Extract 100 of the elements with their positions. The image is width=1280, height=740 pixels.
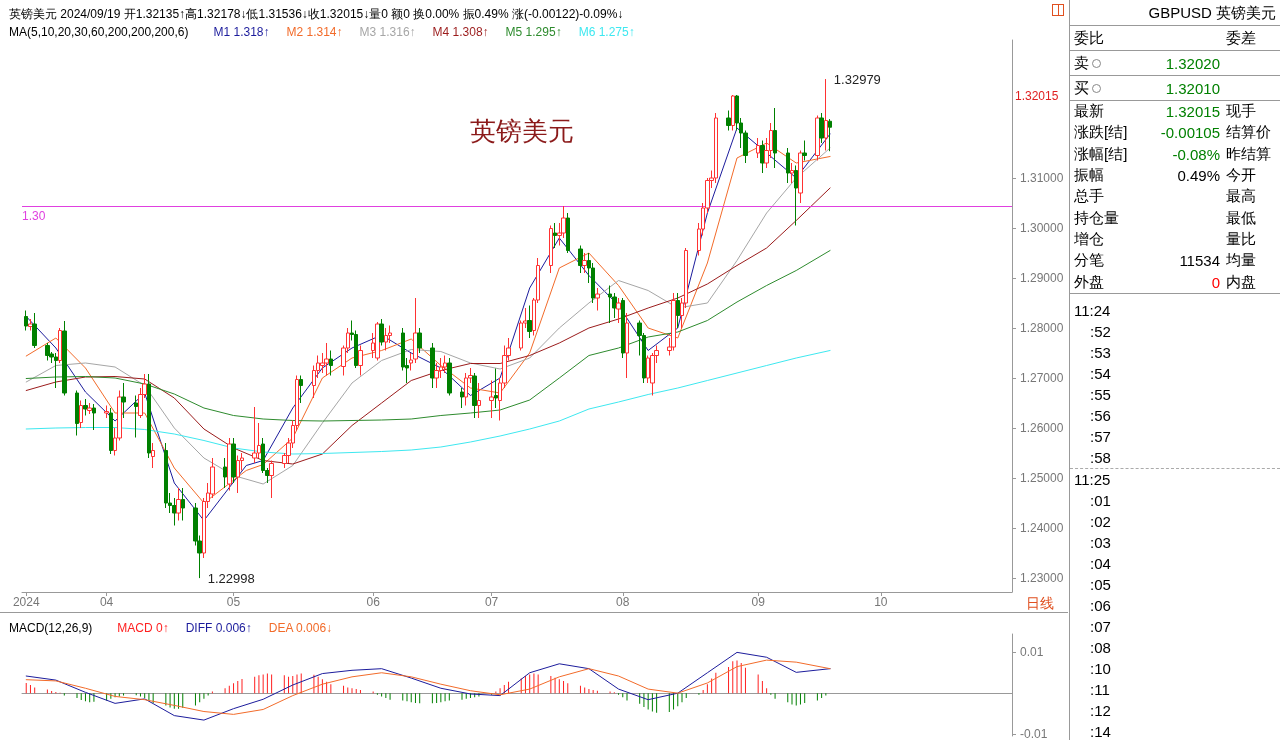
text: 11:25 (1070, 467, 1280, 490)
candlestick (819, 112, 824, 144)
candlestick (62, 320, 67, 396)
annotation: 1.22998 (207, 570, 255, 586)
candlestick (147, 373, 151, 459)
category-label: 委差 (1226, 28, 1256, 46)
candlestick (236, 455, 240, 494)
text: :52 (1089, 321, 1112, 342)
candlestick (28, 318, 33, 331)
candlestick (430, 342, 435, 389)
line-series (25, 651, 831, 721)
x-tick-label: 05 (226, 595, 241, 609)
category-label: 最高 (1226, 187, 1256, 205)
text: :10 (1089, 658, 1112, 679)
category-label: 振幅 (1073, 166, 1105, 186)
text: M2 1.314↑ (286, 25, 343, 39)
category-label: 最新 (1073, 102, 1105, 122)
text: :01 (1089, 490, 1112, 511)
candlestick (443, 355, 447, 374)
text: 1.32010 (1165, 79, 1220, 97)
category-label: 持仓量 (1073, 208, 1120, 228)
text: :58 (1089, 447, 1112, 468)
x-tick-label: 07 (484, 595, 499, 609)
text: 11534 (1179, 252, 1220, 270)
x-tick-label: 04 (99, 595, 114, 609)
text: :12 (1089, 700, 1112, 721)
candlestick (824, 78, 828, 151)
x-tick-label: 08 (616, 595, 630, 609)
candlestick (527, 305, 532, 339)
candlestick (494, 368, 498, 409)
candlestick (616, 297, 621, 324)
candlestick (731, 94, 735, 131)
candlestick (79, 400, 83, 429)
text: M1 1.318↑ (213, 25, 270, 39)
category-label: 涨跌[结] (1073, 123, 1129, 143)
text: :08 (1089, 637, 1112, 658)
candlestick (269, 460, 274, 499)
text: -0.00105 (1160, 124, 1220, 142)
text: M3 1.316↑ (359, 25, 416, 39)
candlestick (329, 350, 333, 376)
candlestick (625, 312, 629, 379)
candlestick (621, 297, 625, 359)
line-series (25, 659, 831, 715)
candlestick (802, 140, 807, 161)
candlestick (109, 407, 113, 455)
category-label: 昨结算 (1226, 144, 1271, 162)
line-series (25, 350, 831, 455)
candlestick (24, 310, 28, 331)
candlestick (794, 165, 798, 226)
category-label: 今开 (1226, 166, 1256, 184)
candlestick (595, 287, 600, 311)
category-label: 卖 (1073, 53, 1090, 73)
category-label: 分笔 (1073, 251, 1105, 271)
candlestick (417, 327, 422, 354)
text: MACD 0↑ (117, 621, 169, 635)
text: 1.32020 (1165, 54, 1220, 72)
candlestick (58, 327, 62, 364)
text: M5 1.295↑ (505, 25, 562, 39)
text: DIFF 0.006↑ (185, 621, 252, 635)
ref-line-label: 1.30 (22, 209, 46, 223)
text: :03 (1089, 532, 1112, 553)
category-label: 结算价 (1226, 123, 1271, 141)
candlestick (384, 327, 388, 351)
candlestick (92, 403, 96, 431)
candlestick (32, 312, 37, 349)
candlestick (464, 372, 468, 406)
y-tick-label: 1.31000 (1020, 171, 1064, 185)
candlestick (176, 487, 181, 521)
candlestick (786, 147, 790, 184)
candlestick (83, 398, 88, 416)
category-label: 外盘 (1073, 272, 1105, 292)
candlestick (121, 382, 126, 419)
candlestick (164, 442, 168, 509)
candlestick (375, 321, 380, 361)
category-label: 增仓 (1073, 229, 1105, 249)
candlestick (45, 342, 50, 361)
text: 1.32015 (1015, 89, 1059, 103)
candlestick (87, 402, 92, 415)
category-label: 涨幅[结] (1073, 144, 1129, 164)
candlestick (582, 252, 587, 274)
candlestick (75, 390, 79, 436)
candlestick (223, 457, 227, 489)
candlestick (172, 497, 177, 526)
text: M4 1.308↑ (432, 25, 489, 39)
chart-title: MACD(12,26,9) (9, 621, 93, 635)
candlestick (151, 442, 155, 469)
text: :11 (1089, 679, 1111, 700)
chart-subtitle: MA(5,10,20,30,60,200,200,200,6) (9, 25, 189, 39)
text: -0.08% (1172, 145, 1220, 163)
text: :57 (1089, 426, 1112, 447)
y-tick-label: -0.01 (1020, 726, 1048, 740)
candlestick (472, 372, 477, 419)
category-label: 买 (1073, 78, 1090, 98)
text: :06 (1089, 595, 1112, 616)
candlestick (798, 150, 803, 204)
category-label: 量比 (1226, 229, 1256, 247)
candlestick (379, 318, 384, 346)
candlestick (477, 382, 481, 419)
y-tick-label: 1.28000 (1020, 321, 1064, 335)
y-tick-label: 0.01 (1020, 645, 1044, 660)
